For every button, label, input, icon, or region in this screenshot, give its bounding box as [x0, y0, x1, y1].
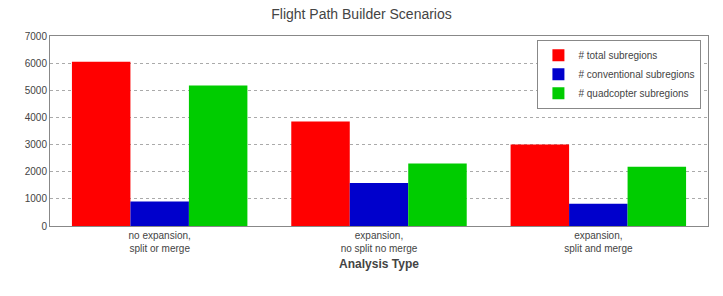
svg-text:expansion,split and merge: expansion,split and merge [564, 230, 633, 254]
svg-text:5000: 5000 [25, 85, 48, 96]
svg-text:2000: 2000 [25, 166, 48, 177]
svg-text:# quadcopter subregions: # quadcopter subregions [578, 88, 688, 99]
svg-text:1000: 1000 [25, 193, 48, 204]
svg-text:7000: 7000 [25, 31, 48, 42]
svg-text:Flight Path Builder Scenarios: Flight Path Builder Scenarios [271, 6, 452, 22]
svg-text:# total subregions: # total subregions [578, 50, 657, 61]
svg-text:# conventional subregions: # conventional subregions [578, 69, 694, 80]
svg-text:expansion,no split no merge: expansion,no split no merge [341, 230, 418, 254]
svg-text:Analysis Type: Analysis Type [339, 257, 419, 271]
svg-text:no expansion,split or merge: no expansion,split or merge [129, 230, 191, 254]
svg-text:3000: 3000 [25, 139, 48, 150]
svg-text:0: 0 [41, 221, 47, 232]
svg-text:6000: 6000 [25, 58, 48, 69]
svg-text:4000: 4000 [25, 112, 48, 123]
